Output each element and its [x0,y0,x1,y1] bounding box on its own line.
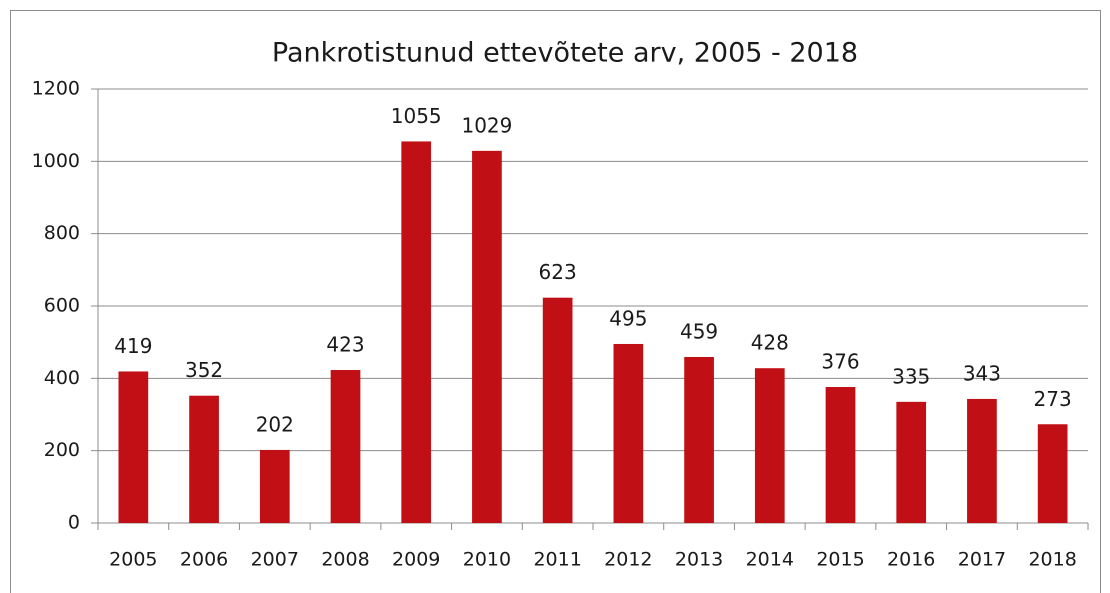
x-tick-label: 2009 [392,549,440,571]
data-label: 459 [680,319,718,343]
data-label: 335 [892,364,930,388]
bar [330,370,361,523]
x-tick-label: 2011 [533,549,581,571]
chart-border [10,10,1101,593]
x-tick-label: 2012 [604,549,652,571]
y-tick-label: 200 [44,439,80,461]
data-label: 1055 [391,104,442,128]
x-tick-label: 2015 [816,549,864,571]
x-tick-label: 2016 [887,549,935,571]
y-tick-label: 0 [68,512,80,534]
bar [896,401,927,523]
data-label: 428 [751,331,789,355]
x-tick-label: 2006 [180,549,228,571]
bar [118,371,149,523]
data-label: 419 [114,334,152,358]
bar [613,343,644,523]
data-label: 343 [963,361,1001,385]
bar [189,395,219,523]
bar [825,387,856,523]
bar [1037,424,1068,523]
y-tick-label: 400 [44,367,80,389]
data-label: 495 [609,306,647,330]
bar [401,141,432,524]
x-tick-label: 2007 [251,549,299,571]
x-tick-label: 2017 [958,549,1006,571]
bar [542,297,573,523]
data-label: 1029 [461,113,512,137]
data-label: 273 [1034,387,1072,411]
x-tick-label: 2014 [746,549,794,571]
y-tick-label: 1000 [32,150,80,172]
x-tick-label: 2008 [321,549,369,571]
data-label: 623 [539,260,577,284]
x-tick-label: 2013 [675,549,723,571]
data-label: 352 [185,358,223,382]
bar [684,356,714,523]
x-tick-label: 2018 [1028,549,1076,571]
y-tick-label: 800 [44,222,80,244]
data-label: 202 [256,412,294,436]
bar [472,150,502,523]
bar [754,368,785,523]
y-tick-label: 600 [44,295,80,317]
bar [967,398,997,523]
data-label: 376 [821,350,859,374]
y-tick-label: 1200 [32,78,80,100]
x-tick-label: 2005 [109,549,157,571]
bar [259,449,290,523]
data-label: 423 [326,333,364,357]
x-tick-label: 2010 [463,549,511,571]
chart-title: Pankrotistunud ettevõtete arv, 2005 - 20… [272,38,858,69]
